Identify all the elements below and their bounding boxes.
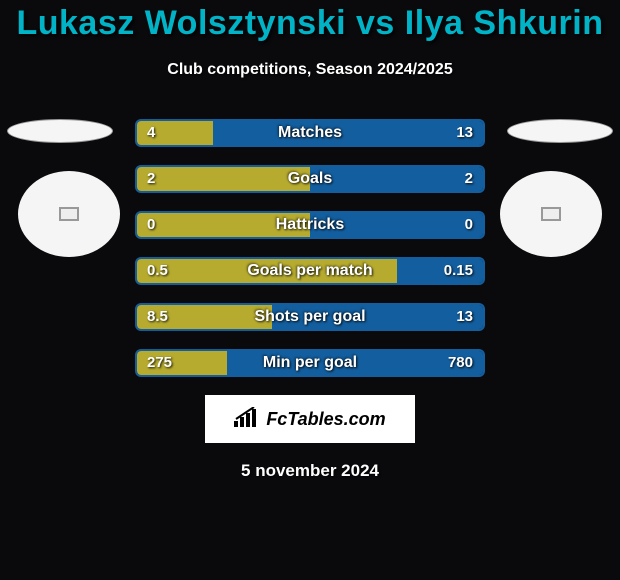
bar-fill-right <box>310 213 483 237</box>
bar-fill-left <box>137 213 310 237</box>
stat-row: 0.50.15Goals per match <box>135 257 485 285</box>
stat-row: 413Matches <box>135 119 485 147</box>
left-country-flag-icon <box>7 119 113 143</box>
right-country-flag-icon <box>507 119 613 143</box>
bar-fill-left <box>137 259 397 283</box>
watermark: FcTables.com <box>205 395 415 443</box>
subtitle: Club competitions, Season 2024/2025 <box>0 61 620 79</box>
bar-fill-right <box>272 305 483 329</box>
stat-row: 275780Min per goal <box>135 349 485 377</box>
stat-value-right: 0.15 <box>444 259 473 283</box>
comparison-chart: 413Matches22Goals00Hattricks0.50.15Goals… <box>0 119 620 377</box>
fctables-logo-icon <box>234 407 260 432</box>
date: 5 november 2024 <box>0 461 620 481</box>
stat-value-left: 0 <box>147 213 155 237</box>
stat-value-left: 275 <box>147 351 172 375</box>
right-club-badge-icon <box>500 171 602 257</box>
stat-row: 22Goals <box>135 165 485 193</box>
stat-value-left: 2 <box>147 167 155 191</box>
stat-value-right: 780 <box>448 351 473 375</box>
stat-row: 8.513Shots per goal <box>135 303 485 331</box>
placeholder-image-icon <box>541 207 561 221</box>
bar-fill-left <box>137 167 310 191</box>
stat-value-left: 4 <box>147 121 155 145</box>
watermark-text: FcTables.com <box>266 409 385 430</box>
stat-value-right: 0 <box>465 213 473 237</box>
bar-fill-right <box>227 351 483 375</box>
stat-value-right: 2 <box>465 167 473 191</box>
stat-value-left: 8.5 <box>147 305 168 329</box>
page-title: Lukasz Wolsztynski vs Ilya Shkurin <box>0 0 620 43</box>
stat-row: 00Hattricks <box>135 211 485 239</box>
placeholder-image-icon <box>59 207 79 221</box>
stat-value-right: 13 <box>456 305 473 329</box>
left-club-badge-icon <box>18 171 120 257</box>
stat-value-right: 13 <box>456 121 473 145</box>
stat-value-left: 0.5 <box>147 259 168 283</box>
bars-container: 413Matches22Goals00Hattricks0.50.15Goals… <box>135 119 485 377</box>
bar-fill-right <box>310 167 483 191</box>
bar-fill-right <box>213 121 483 145</box>
